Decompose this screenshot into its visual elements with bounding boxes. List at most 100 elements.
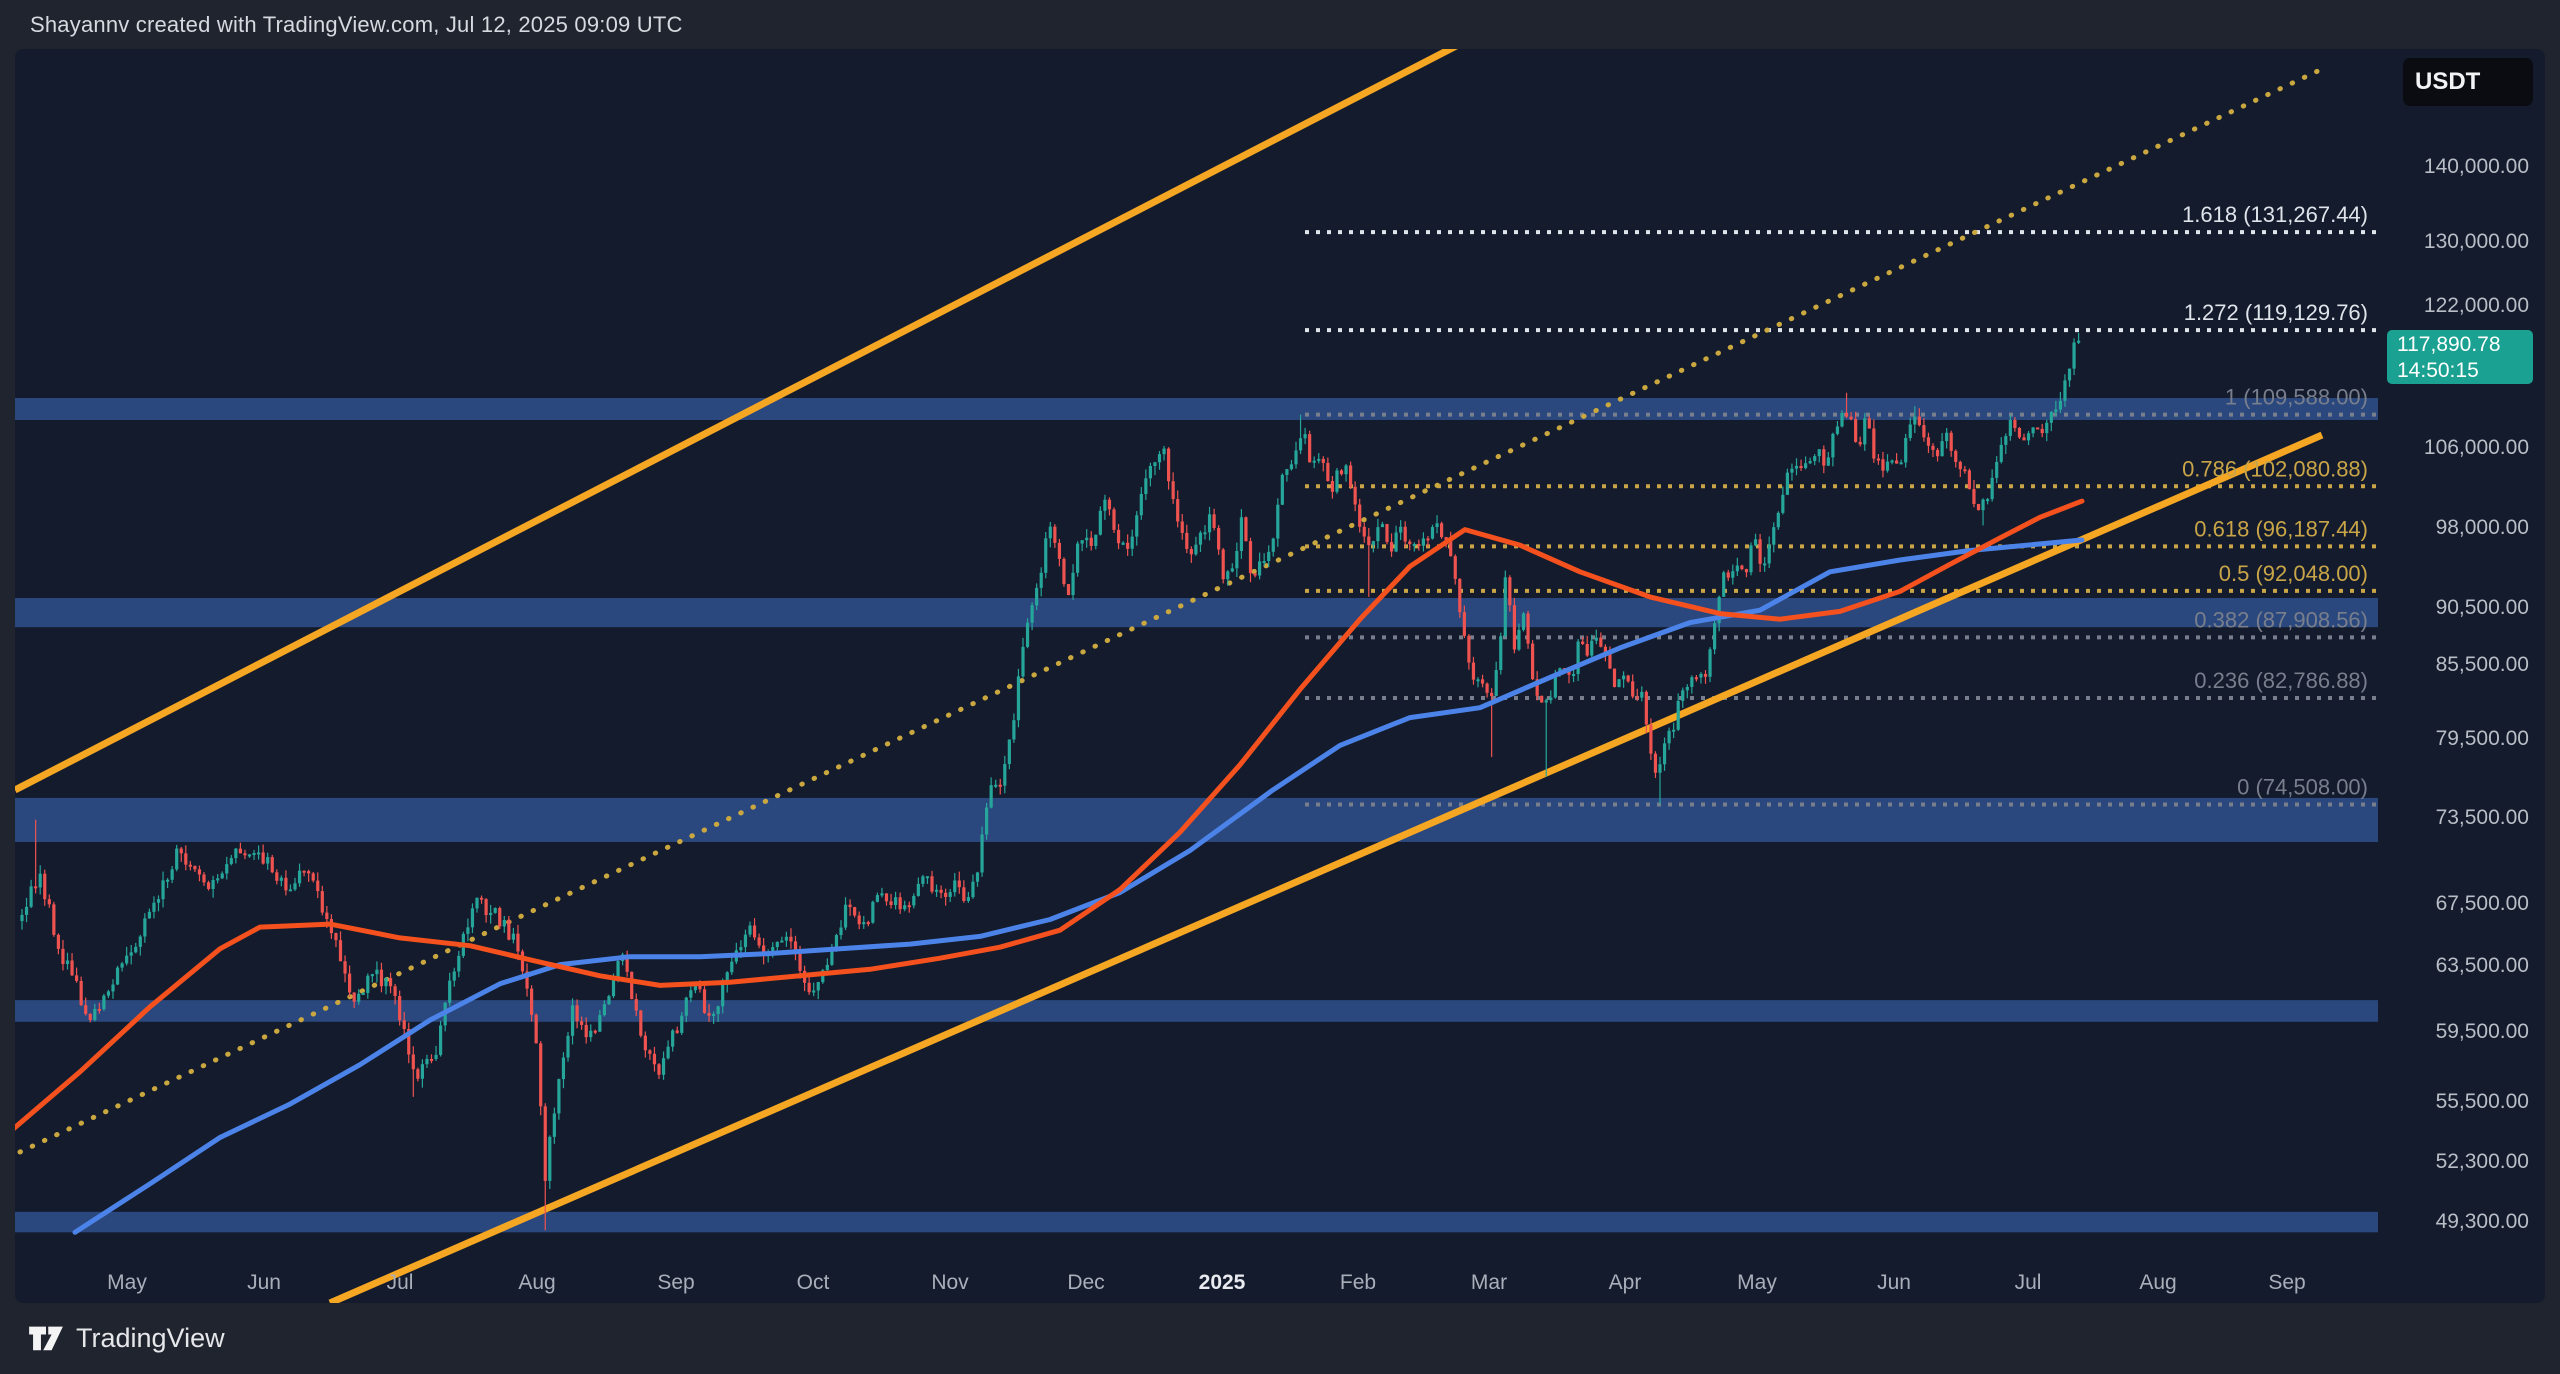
candle-body	[798, 953, 802, 971]
trend-channel-lines[interactable]	[15, 49, 2324, 1303]
candle-body	[1681, 690, 1685, 701]
candle-body	[1312, 460, 1316, 463]
candle-body	[1280, 474, 1284, 505]
candle-body	[557, 1079, 561, 1114]
candle-body	[188, 864, 192, 867]
price-band	[15, 1211, 2378, 1233]
currency-toggle-button[interactable]: USDT	[2403, 58, 2533, 106]
candle-body	[1794, 465, 1799, 469]
candle-body	[1976, 503, 1981, 511]
candle-body	[625, 954, 629, 972]
candle-body	[584, 1024, 588, 1038]
tradingview-brand[interactable]: TradingView	[28, 1322, 225, 1356]
candle-body	[1544, 700, 1548, 703]
price-chart-canvas[interactable]: 1.618 (131,267.44) 1.272 (119,129.76) 1 (1…	[15, 49, 2545, 1303]
candle-body	[580, 1021, 584, 1025]
candle-body	[1699, 673, 1703, 678]
candle-body	[507, 919, 511, 940]
candle-body	[1640, 691, 1644, 698]
candle-body	[1399, 526, 1403, 533]
time-axis-label: May	[107, 1271, 147, 1294]
candle-body	[197, 869, 202, 875]
candle-body	[1617, 679, 1621, 688]
candle-body	[725, 972, 729, 985]
candle-body	[539, 1043, 543, 1107]
candle-body	[152, 902, 156, 912]
candle-body	[1244, 517, 1248, 542]
candle-body	[1335, 470, 1339, 492]
candle-body	[1408, 541, 1412, 545]
candle-body	[1271, 538, 1275, 552]
candle-body	[1062, 558, 1066, 585]
candle-body	[1485, 683, 1489, 693]
candle-body	[684, 997, 688, 1016]
upper-channel[interactable]	[15, 49, 1460, 794]
candle-body	[971, 881, 975, 898]
candle-body	[407, 1028, 411, 1055]
candle-body	[1035, 587, 1039, 606]
candle-body	[1999, 444, 2003, 462]
candle-body	[489, 912, 493, 916]
tradingview-logo-icon	[29, 1326, 63, 1350]
candle-body	[1430, 527, 1435, 539]
candle-body	[1262, 561, 1266, 564]
time-axis-label: Jun	[247, 1271, 281, 1294]
candle-body	[1080, 540, 1084, 544]
candle-body	[784, 936, 788, 941]
candle-body	[1990, 477, 1994, 500]
candle-body	[793, 941, 798, 954]
candle-body	[97, 1008, 101, 1011]
price-axis-label: 122,000.00	[2423, 294, 2529, 318]
candle-body	[266, 857, 270, 864]
candle-body	[1440, 523, 1444, 538]
candle-body	[639, 1010, 643, 1036]
candle-body	[211, 880, 215, 889]
candle-body	[1048, 526, 1052, 539]
price-axis-label: 98,000.00	[2435, 515, 2529, 539]
candle-body	[985, 807, 989, 835]
candle-body	[607, 996, 611, 1005]
candle-body	[429, 1058, 434, 1061]
candle-body	[111, 984, 115, 992]
fib-level-label: 0.382 (87,908.56)	[2194, 607, 2368, 632]
candle-body	[179, 848, 183, 854]
candle-body	[1553, 673, 1557, 698]
candle-body	[220, 873, 224, 879]
slow-moving-average-line[interactable]	[72, 537, 2085, 1235]
lower-channel[interactable]	[328, 431, 2324, 1303]
fast-moving-average-line[interactable]	[15, 498, 2085, 1131]
candle-body	[1867, 418, 1871, 429]
candle-body	[1417, 543, 1421, 546]
candle-body	[1385, 524, 1389, 543]
candle-body	[1881, 459, 1885, 471]
candle-body	[1835, 426, 1840, 434]
candle-body	[125, 955, 129, 964]
brand-name: TradingView	[76, 1323, 225, 1353]
candle-body	[56, 934, 60, 949]
candle-body	[525, 971, 529, 989]
candle-body	[452, 971, 456, 981]
candle-body	[384, 978, 388, 987]
candle-body	[1189, 548, 1193, 555]
candle-body	[1094, 534, 1098, 546]
candle-body	[102, 995, 106, 1010]
candle-body	[916, 883, 920, 896]
time-axis-label: Aug	[2139, 1271, 2177, 1294]
candle-body	[894, 897, 898, 906]
candle-body	[1207, 514, 1212, 533]
candle-body	[1935, 449, 1940, 457]
fib-level-labels: 1.618 (131,267.44) 1.272 (119,129.76) 1 (1…	[2182, 202, 2368, 799]
candle-body	[634, 999, 638, 1011]
price-axis-label: 55,500.00	[2435, 1090, 2529, 1114]
fib-level-label: 0.786 (102,080.88)	[2182, 456, 2368, 481]
candle-body	[1112, 509, 1116, 530]
candle-body	[657, 1064, 661, 1075]
candle-body	[1198, 532, 1203, 545]
candle-body	[1722, 572, 1726, 597]
candle-body	[884, 893, 889, 902]
candle-body	[1421, 538, 1425, 546]
price-band	[15, 1000, 2378, 1022]
candle-body	[1822, 449, 1826, 466]
parallel-dotted[interactable]	[17, 67, 2323, 1155]
candle-body	[1703, 673, 1708, 677]
